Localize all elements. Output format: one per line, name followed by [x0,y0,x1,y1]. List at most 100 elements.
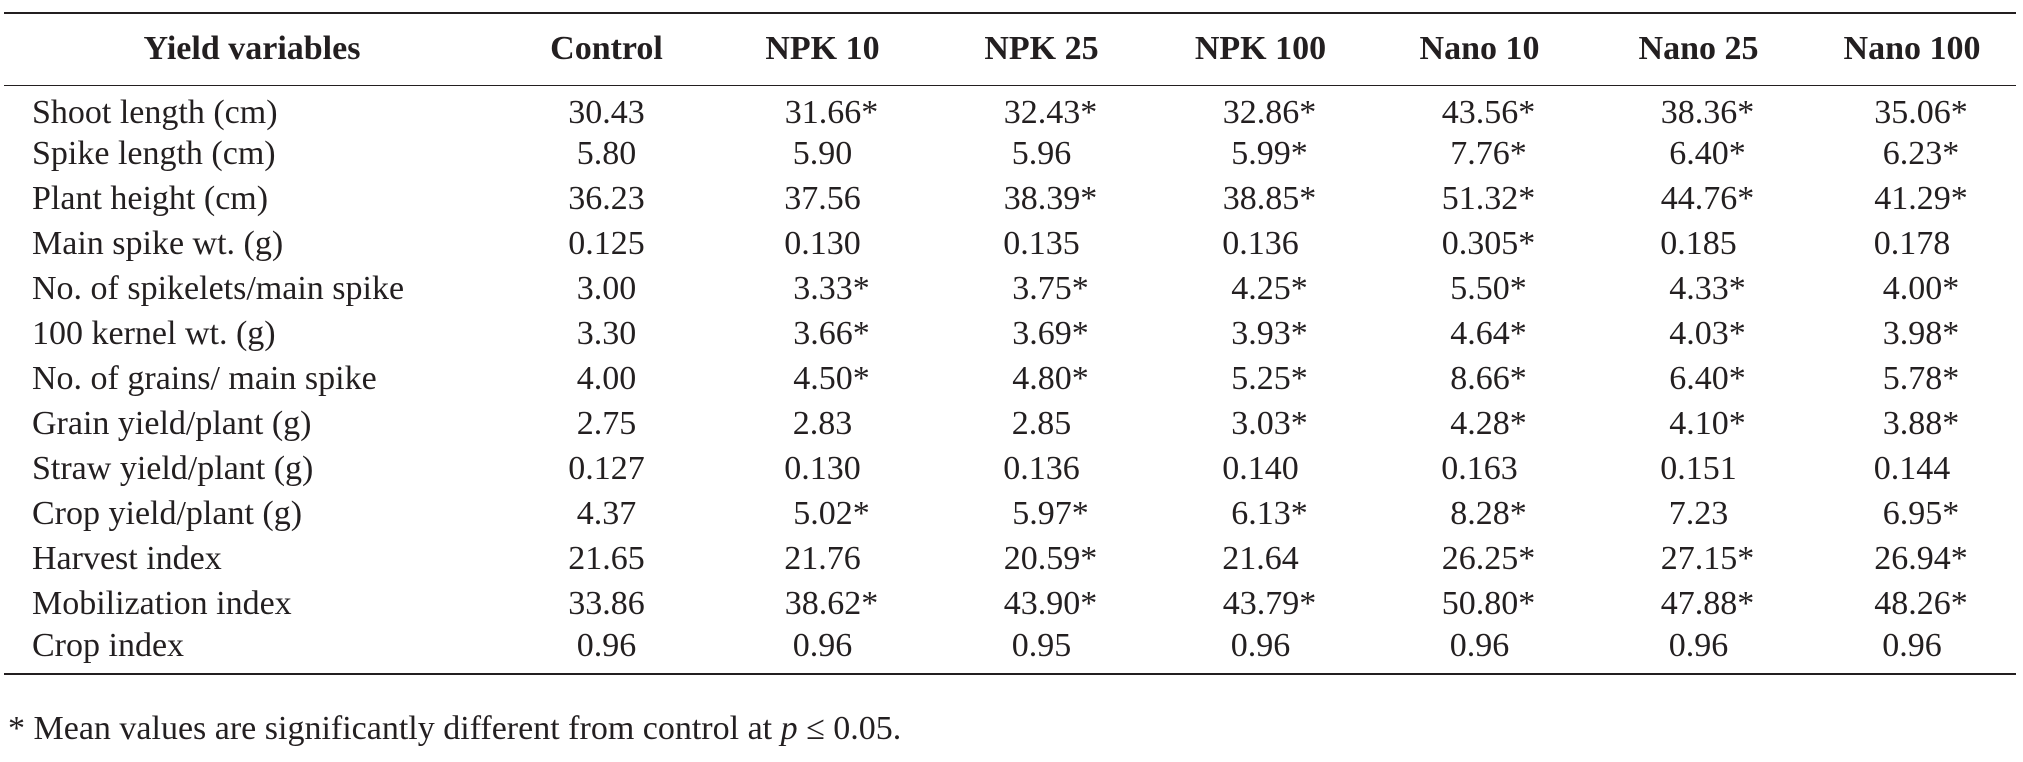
table-cell: 38.62* [713,582,932,627]
table-header: Yield variables Control NPK 10 NPK 25 NP… [4,12,2016,86]
table-cell: 0.95 [932,626,1151,675]
cell-value: 7.23 [1668,495,1729,532]
footnote-prefix: * Mean values are significantly differen… [8,710,781,747]
cell-value: 35.06* [1874,93,1968,131]
cell-value: 43.90* [1003,585,1098,622]
table-row: Spike length (cm) 5.80 5.90 5.96 5.99* 7.76* 6… [4,132,2016,177]
row-label: Shoot length (cm) [32,93,278,131]
table-cell: 5.50* [1370,267,1589,312]
table-cell: 44.76* [1589,177,1808,222]
header-nano-25: Nano 25 [1589,12,1808,86]
cell-value: 2.75 [576,405,637,442]
cell-value: 3.98* [1882,315,1960,352]
header-control: Control [500,12,713,86]
cell-value: 3.69* [1012,315,1089,352]
table-cell: 5.80 [500,132,713,177]
table-cell: 41.29* [1808,177,2016,222]
table-cell: 4.25* [1151,267,1370,312]
table-cell: 8.28* [1370,492,1589,537]
table-cell: 43.90* [932,582,1151,627]
cell-value: 30.43 [568,93,645,131]
table-body: Shoot length (cm) 30.43 31.66* 32.43* 32.86*… [4,85,2016,675]
cell-value: 0.163 [1441,450,1518,487]
table-cell: 32.86* [1151,85,1370,132]
table-row: No. of spikelets/main spike 3.00 3.33* 3.75… [4,267,2016,312]
table-cell: 5.97* [932,492,1151,537]
row-label: No. of grains/ main spike [32,360,377,397]
table-row: Mobilization index 33.86 38.62* 43.90* 43.79… [4,582,2016,627]
table-cell: 21.76 [713,537,932,582]
cell-value: 0.95 [1011,626,1072,664]
table-cell: 6.40* [1589,357,1808,402]
table-cell: 3.93* [1151,312,1370,357]
cell-value: 4.25* [1231,270,1308,307]
table-cell: 20.59* [932,537,1151,582]
table-row: Plant height (cm) 36.23 37.56 38.39* 38.85* 5… [4,177,2016,222]
table-row: Shoot length (cm) 30.43 31.66* 32.43* 32.86*… [4,85,2016,132]
cell-value: 48.26* [1874,585,1968,622]
row-label: No. of spikelets/main spike [32,270,405,307]
cell-value: 8.28* [1450,495,1527,532]
table-cell: 0.127 [500,447,713,492]
cell-value: 0.96 [576,626,637,664]
row-label: Spike length (cm) [32,135,276,172]
header-npk-10: NPK 10 [713,12,932,86]
cell-value: 0.305* [1441,225,1536,262]
table-row: Crop index 0.96 0.96 0.95 0.96 0.96 0.96 0.96 [4,626,2016,675]
cell-value: 0.144 [1873,450,1951,487]
cell-value: 4.03* [1669,315,1746,352]
cell-value: 37.56 [784,180,861,217]
table-cell: 51.32* [1370,177,1589,222]
cell-value: 33.86 [568,585,645,622]
table-cell: 4.37 [500,492,713,537]
cell-value: 4.00* [1882,270,1960,307]
table-cell: 30.43 [500,85,713,132]
table-cell: 5.02* [713,492,932,537]
row-label: Crop index [4,626,500,675]
table-cell: 26.94* [1808,537,2016,582]
cell-value: 4.64* [1450,315,1527,352]
table-cell: 7.76* [1370,132,1589,177]
table-cell: 0.125 [500,222,713,267]
cell-value: 7.76* [1450,135,1527,172]
table-cell: 21.65 [500,537,713,582]
table-cell: 4.03* [1589,312,1808,357]
cell-value: 3.30 [576,315,637,352]
cell-value: 4.50* [793,360,870,397]
cell-value: 5.97* [1012,495,1089,532]
table-cell: 38.85* [1151,177,1370,222]
table-cell: 0.96 [1151,626,1370,675]
cell-value: 0.96 [1449,626,1510,664]
table-cell: 6.13* [1151,492,1370,537]
cell-value: 44.76* [1660,180,1755,217]
footnote: * Mean values are significantly differen… [8,710,901,748]
cell-value: 0.127 [568,450,645,487]
cell-value: 0.96 [1882,626,1942,664]
table-cell: 38.39* [932,177,1151,222]
table-row: Crop yield/plant (g) 4.37 5.02* 5.97* 6.13* 8… [4,492,2016,537]
table-cell: 2.85 [932,402,1151,447]
cell-value: 26.25* [1441,540,1536,577]
table-cell: 3.03* [1151,402,1370,447]
cell-value: 41.29* [1874,180,1968,217]
table-cell: 31.66* [713,85,932,132]
yield-table: Yield variables Control NPK 10 NPK 25 NP… [4,12,2016,675]
table-cell: 3.88* [1808,402,2016,447]
table-cell: 5.78* [1808,357,2016,402]
cell-value: 2.85 [1011,405,1072,442]
table-cell: 8.66* [1370,357,1589,402]
cell-value: 20.59* [1003,540,1098,577]
cell-value: 5.25* [1231,360,1308,397]
cell-value: 0.136 [1003,450,1080,487]
table-cell: 0.130 [713,447,932,492]
row-label: 100 kernel wt. (g) [32,315,276,352]
cell-value: 8.66* [1450,360,1527,397]
cell-value: 31.66* [784,93,879,131]
table-cell: 0.140 [1151,447,1370,492]
table-cell: 3.30 [500,312,713,357]
table-cell: 5.96 [932,132,1151,177]
row-label: Harvest index [32,540,222,577]
cell-value: 5.78* [1882,360,1960,397]
cell-value: 5.02* [793,495,870,532]
table-cell: 47.88* [1589,582,1808,627]
